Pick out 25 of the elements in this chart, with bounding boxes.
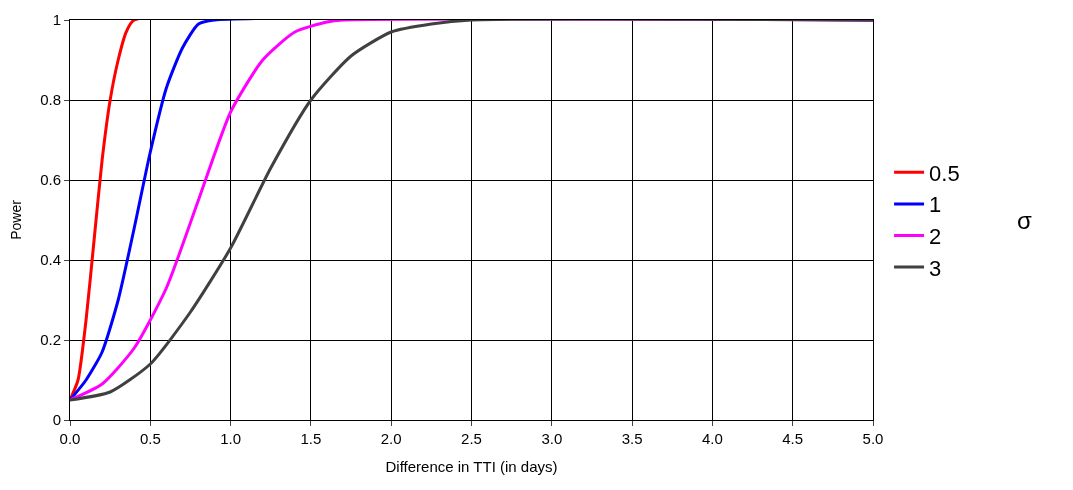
legend-label: 3 <box>929 255 942 281</box>
y-tick-label: 1 <box>52 11 61 29</box>
x-tick-label: 2.5 <box>461 430 482 447</box>
x-tick-label: 1.0 <box>220 430 242 447</box>
x-tick-label: 0.5 <box>139 430 161 447</box>
legend-label: 1 <box>929 192 942 218</box>
y-axis-title: Power <box>7 199 24 240</box>
x-axis-title: Difference in TTI (in days) <box>385 458 558 475</box>
y-tick-label: 0.8 <box>40 91 61 109</box>
x-tick-label: 3.0 <box>541 430 563 447</box>
x-tick-label: 3.5 <box>621 430 643 447</box>
x-tick-label: 1.5 <box>300 430 322 447</box>
legend-label: 0.5 <box>929 160 960 186</box>
legend-title: σ <box>1017 207 1032 234</box>
x-tick-label: 0.0 <box>59 430 81 447</box>
legend-label: 2 <box>929 224 942 250</box>
x-tick-label: 4.0 <box>701 430 723 447</box>
x-tick-label: 4.5 <box>782 430 804 447</box>
y-tick-label: 0.2 <box>40 331 61 349</box>
y-tick-label: 0 <box>52 411 61 429</box>
x-tick-label: 2.0 <box>380 430 402 447</box>
y-tick-label: 0.4 <box>40 251 61 269</box>
y-tick-label: 0.6 <box>40 171 61 189</box>
x-tick-label: 5.0 <box>862 430 884 447</box>
line-series <box>70 20 873 402</box>
